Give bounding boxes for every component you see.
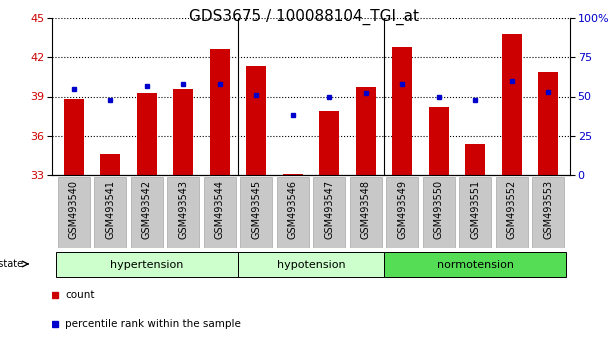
Text: GSM493547: GSM493547 [324, 180, 334, 239]
Text: disease state: disease state [0, 259, 23, 269]
Bar [238, 252, 384, 278]
Text: GSM493545: GSM493545 [251, 180, 261, 239]
Text: percentile rank within the sample: percentile rank within the sample [66, 319, 241, 329]
Bar [131, 177, 163, 248]
Bar [58, 177, 90, 248]
Bar [94, 177, 126, 248]
Text: GSM493548: GSM493548 [361, 180, 371, 239]
Bar [538, 72, 558, 175]
Bar [350, 177, 382, 248]
Text: GSM493550: GSM493550 [434, 180, 444, 239]
Text: hypertension: hypertension [110, 259, 184, 269]
Bar [173, 88, 193, 175]
Text: GSM493542: GSM493542 [142, 180, 152, 239]
Bar [319, 111, 339, 175]
Bar [246, 67, 266, 175]
Bar [56, 252, 238, 278]
Text: GDS3675 / 100088104_TGI_at: GDS3675 / 100088104_TGI_at [189, 9, 419, 25]
Text: GSM493540: GSM493540 [69, 180, 79, 239]
Bar [210, 50, 230, 175]
Text: hypotension: hypotension [277, 259, 345, 269]
Text: GSM493544: GSM493544 [215, 180, 225, 239]
Bar [277, 177, 309, 248]
Text: GSM493553: GSM493553 [543, 180, 553, 239]
Text: count: count [66, 290, 95, 300]
Bar [465, 144, 485, 175]
Bar [496, 177, 528, 248]
Bar [137, 93, 157, 175]
Text: GSM493551: GSM493551 [470, 180, 480, 239]
Bar [283, 174, 303, 175]
Bar [100, 154, 120, 175]
Text: GSM493541: GSM493541 [105, 180, 116, 239]
Text: GSM493549: GSM493549 [397, 180, 407, 239]
Text: GSM493552: GSM493552 [506, 180, 517, 239]
Text: normotension: normotension [437, 259, 514, 269]
Bar [392, 47, 412, 175]
Bar [356, 87, 376, 175]
Bar [429, 107, 449, 175]
Bar [313, 177, 345, 248]
Bar [167, 177, 199, 248]
Bar [532, 177, 564, 248]
Bar [502, 34, 522, 175]
Bar [423, 177, 455, 248]
Bar [384, 252, 567, 278]
Text: GSM493543: GSM493543 [178, 180, 188, 239]
Bar [64, 99, 84, 175]
Text: GSM493546: GSM493546 [288, 180, 298, 239]
Bar [459, 177, 491, 248]
Bar [204, 177, 236, 248]
Bar [386, 177, 418, 248]
Bar [240, 177, 272, 248]
